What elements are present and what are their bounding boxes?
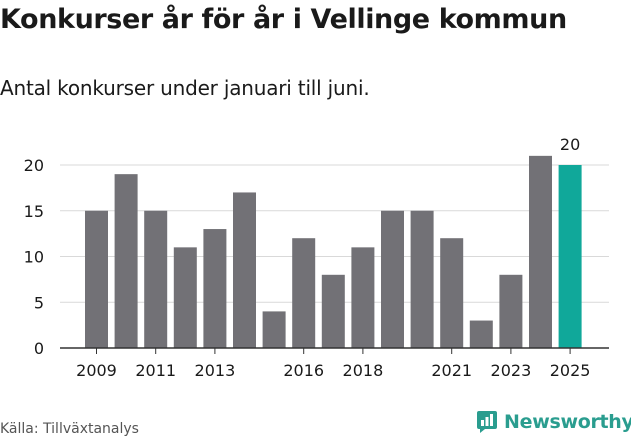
bar-2014 [233,192,256,348]
y-tick-label-15: 15 [24,202,44,221]
bar-2023 [499,274,523,348]
chart-subtitle: Antal konkurser under januari till juni. [0,76,370,100]
bar-2017 [321,274,345,348]
bar-2020 [410,210,434,348]
bar-2011 [144,210,168,348]
brand-name: Newsworthy [504,411,631,433]
x-tick-label-2013: 2013 [195,361,236,380]
bar-2016 [292,238,316,348]
bar-2012 [173,247,197,348]
y-tick-label-20: 20 [24,156,44,175]
bar-2018 [351,247,375,348]
bar-2021 [440,238,464,348]
source-note: Källa: Tillväxtanalys [0,421,139,437]
bar-2022 [469,320,493,348]
bar-2009 [85,210,108,348]
x-tick-label-2011: 2011 [135,361,176,380]
x-tick-label-2016: 2016 [283,361,324,380]
y-tick-label-5: 5 [34,293,44,312]
bar-2013 [203,229,227,348]
newsworthy-logo-icon [477,411,497,433]
data-label-2025: 20 [560,135,580,154]
bar-2024 [529,155,552,348]
x-tick-label-2021: 2021 [431,361,472,380]
bar-2025 [558,165,582,348]
bar-2015 [262,311,286,348]
y-tick-label-0: 0 [34,339,44,358]
x-tick-label-2023: 2023 [491,361,532,380]
x-tick-label-2009: 2009 [76,361,117,380]
brand-logo: Newsworthy [476,410,631,434]
bar-2019 [381,210,404,348]
chart-title: Konkurser år för år i Vellinge kommun [0,4,567,35]
bar-2010 [114,174,138,348]
x-tick-label-2025: 2025 [550,361,591,380]
y-tick-label-10: 10 [24,248,44,267]
x-tick-label-2018: 2018 [343,361,384,380]
